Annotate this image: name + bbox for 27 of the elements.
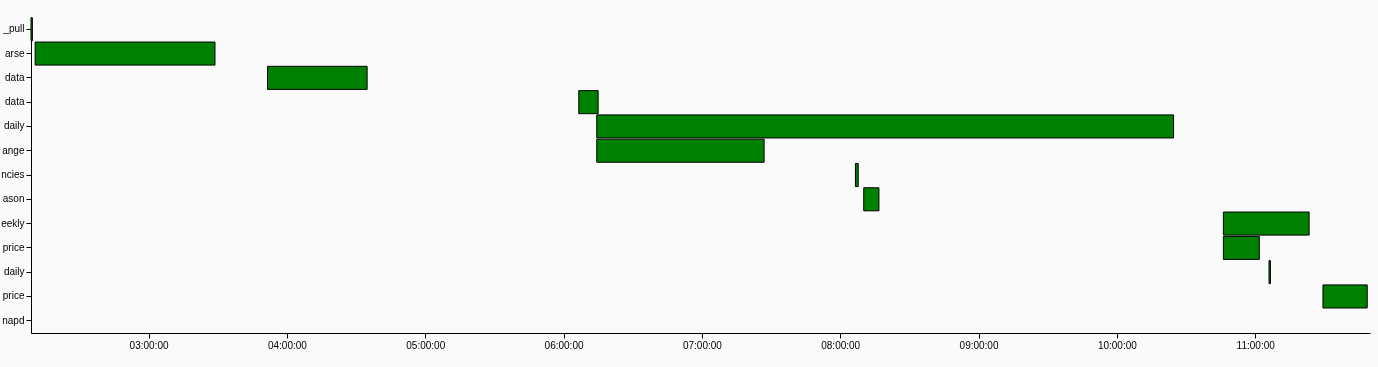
x-tick-label: 05:00:00 [406,339,446,351]
y-tick-label: data [5,96,25,108]
y-tick-label: daily [3,266,25,278]
bar [854,162,859,188]
y-tick-label: napd [2,314,25,326]
x-tick-label: 06:00:00 [544,339,584,351]
x-tick-label: 08:00:00 [821,339,861,351]
y-tick-label: ncies [1,169,25,180]
y-tick-label: ange [2,144,25,156]
y-tick-label: price [2,241,25,253]
x-tick-label: 03:00:00 [129,339,169,351]
x-tick-label: 11:00:00 [1236,339,1276,351]
y-tick-label: price [2,290,25,302]
x-tick-label: 07:00:00 [682,339,723,351]
x-tick-label: 04:00:00 [267,339,308,351]
y-tick-label: data [5,71,25,83]
bar [267,65,368,90]
bar [1322,284,1368,309]
bar [863,187,880,212]
x-tick-label: 09:00:00 [959,339,999,351]
y-tick-label: _pull [2,23,25,35]
x-tick-label: 10:00:00 [1097,339,1138,351]
bar [34,41,216,66]
y-tick-label: ason [2,193,25,205]
y-tick-label: arse [5,47,25,59]
y-tick-label: daily [3,120,25,132]
y-tick-label: eekly [1,217,25,229]
